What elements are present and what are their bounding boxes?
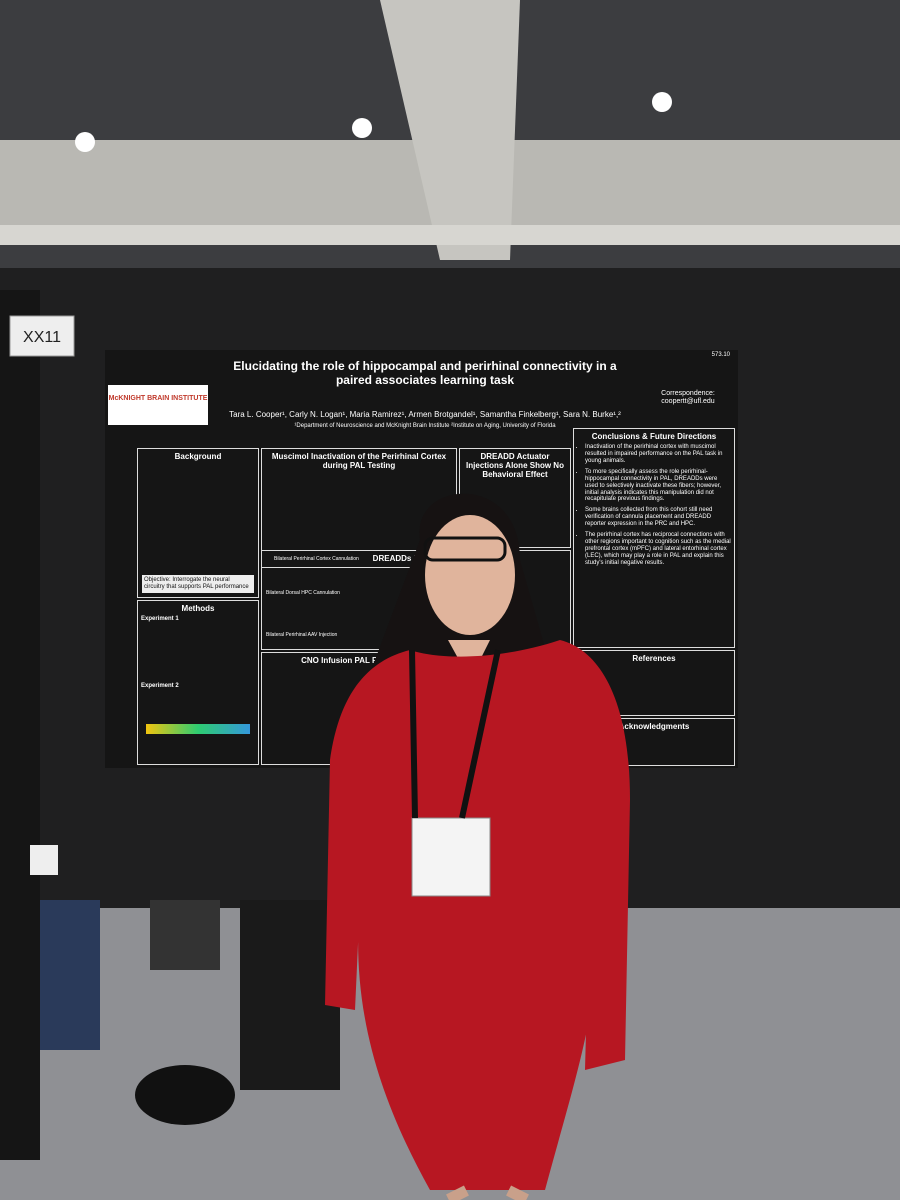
affiliation: ¹Department of Neuroscience and McKnight… bbox=[294, 423, 556, 429]
section-heading: References bbox=[632, 654, 676, 663]
booth-sign: XX11 bbox=[23, 329, 61, 346]
section-heading: Background bbox=[174, 452, 222, 461]
poster-id: 573.10 bbox=[711, 352, 730, 358]
acknowledgments-box: Acknowledgments bbox=[573, 718, 735, 766]
authors: Tara L. Cooper¹, Carly N. Logan¹, Maria … bbox=[229, 410, 621, 419]
conclusion-bullet: Some brains collected from this cohort s… bbox=[585, 507, 731, 528]
section-heading: Acknowledgments bbox=[618, 722, 690, 731]
logo: McKNIGHT BRAIN INSTITUTE bbox=[108, 385, 208, 425]
poster-title: Elucidating the role of hippocampal and … bbox=[233, 359, 617, 387]
section-heading: Conclusions & Future Directions bbox=[591, 432, 717, 441]
correspondence: Correspondence: coopertt@ufl.edu bbox=[648, 390, 728, 406]
references-box: References bbox=[573, 650, 735, 716]
experiment-label: Experiment 1 bbox=[141, 616, 179, 623]
methods-box: Methods Experiment 1 Experiment 2 bbox=[137, 600, 259, 765]
section-heading: DREADDs Inhibition of bbox=[372, 554, 460, 563]
correspondence-label: Correspondence: bbox=[661, 390, 715, 397]
dreadd-alone-box: DREADD Actuator Injections Alone Show No… bbox=[459, 448, 571, 548]
objective: Objective: Interrogate the neural circui… bbox=[142, 575, 254, 593]
cno-box: CNO Infusion PAL Performance bbox=[261, 652, 461, 765]
section-heading: DREADD Actuator Injections Alone Show No… bbox=[466, 452, 564, 480]
conclusions-box: Conclusions & Future Directions Inactiva… bbox=[573, 428, 735, 648]
correspondence-email: coopertt@ufl.edu bbox=[661, 398, 715, 406]
experiment-label: Experiment 2 bbox=[141, 683, 179, 690]
poster: McKNIGHT BRAIN INSTITUTE 573.10 Elucidat… bbox=[105, 350, 738, 768]
section-heading: Methods bbox=[181, 604, 215, 613]
figure-label: Bilateral Perirhinal Cortex Cannulation bbox=[274, 556, 359, 563]
section-heading: CNO Infusion PAL Performance bbox=[301, 656, 421, 665]
figure-label: Bilateral Perirhinal AAV Injection bbox=[266, 632, 338, 638]
figure-label: Bilateral Dorsal HPC Cannulation bbox=[266, 590, 340, 596]
background-box: Background Objective: Interrogate the ne… bbox=[137, 448, 259, 598]
section-heading: Muscimol Inactivation of the Perirhinal … bbox=[271, 452, 447, 471]
conclusion-bullet: Inactivation of the perirhinal cortex wi… bbox=[585, 444, 731, 465]
conclusion-bullet: To more specifically assess the role per… bbox=[585, 469, 731, 503]
dreadd-inhibition-box: DREADDs Inhibition of Bilateral Dorsal H… bbox=[261, 550, 571, 650]
conclusion-list: Inactivation of the perirhinal cortex wi… bbox=[577, 444, 731, 566]
conclusion-bullet: The perirhinal cortex has reciprocal con… bbox=[585, 532, 731, 566]
